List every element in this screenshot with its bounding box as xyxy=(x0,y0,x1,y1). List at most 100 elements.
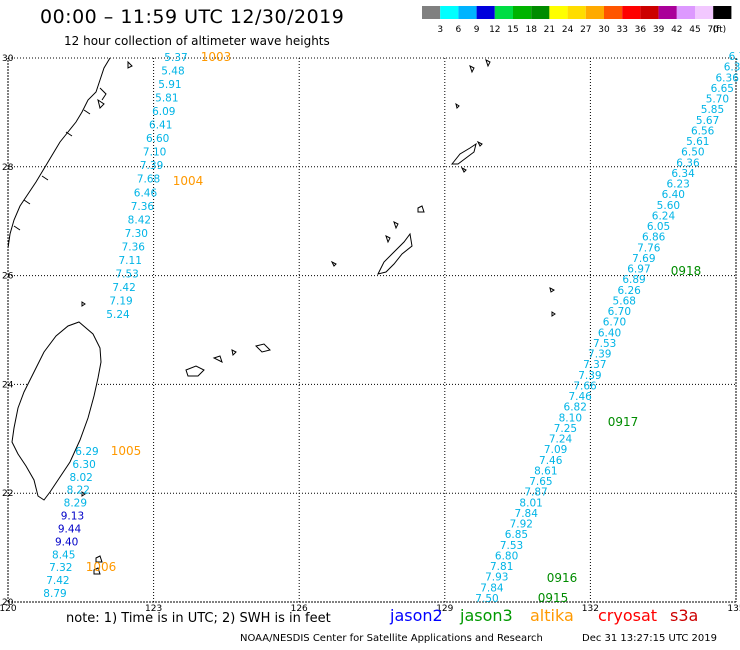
island xyxy=(485,59,491,68)
legend-swatch xyxy=(422,6,441,19)
wave-height-value: 7.42 xyxy=(46,575,69,587)
wave-height-value: 8.29 xyxy=(64,498,87,510)
wave-height-value: 7.66 xyxy=(573,380,597,392)
legend-swatch xyxy=(640,6,659,19)
wave-height-value: 8.02 xyxy=(69,472,92,484)
lat-lon-grid: 120 123 126 129 132 135 30 28 26 24 22 20 xyxy=(0,54,740,614)
island xyxy=(93,567,101,575)
legend-swatch xyxy=(494,6,513,19)
lon-tick-label: 126 xyxy=(291,604,308,614)
island xyxy=(255,343,271,353)
wave-height-value: 5.91 xyxy=(158,79,181,91)
wave-height-value: 6.24 xyxy=(652,210,676,222)
wave-height-value: 6.41 xyxy=(149,120,172,132)
lon-tick-label: 135 xyxy=(727,604,740,614)
color-legend: 3 6 9 12 15 18 21 24 27 30 33 36 39 42 45 70(ft) xyxy=(422,6,732,35)
island xyxy=(551,311,556,317)
island xyxy=(455,102,460,109)
wave-height-value: 7.19 xyxy=(109,295,132,307)
legend-label: 6 xyxy=(456,25,462,35)
wave-height-value: 7.39 xyxy=(588,349,611,361)
wave-height-value: 6.97 xyxy=(627,264,650,276)
wave-height-value: 8.01 xyxy=(519,497,542,509)
wave-height-value: 8.42 xyxy=(128,214,151,226)
wave-height-value: 7.53 xyxy=(593,338,616,350)
wave-height-value: 7.32 xyxy=(49,562,72,574)
wave-height-value: 6.85 xyxy=(505,529,528,541)
wave-height-value: 8.45 xyxy=(52,549,75,561)
wave-height-value: 8.22 xyxy=(67,485,90,497)
lon-tick-label: 132 xyxy=(582,604,599,614)
china-coastline xyxy=(7,57,111,249)
wave-height-value: 7.11 xyxy=(119,255,142,267)
map-frame xyxy=(7,57,737,603)
wave-height-value: 6.80 xyxy=(495,550,518,562)
amami-oshima xyxy=(450,142,477,165)
pass-time-label: 1004 xyxy=(173,174,204,188)
wave-height-value: 7.65 xyxy=(529,476,552,488)
wave-height-value: 7.36 xyxy=(122,241,146,253)
wave-height-value: 7.92 xyxy=(510,519,533,531)
wave-height-value: 5.70 xyxy=(706,94,729,106)
credit-line: NOAA/NESDIS Center for Satellite Applica… xyxy=(240,633,543,644)
legend-label: 27 xyxy=(580,25,591,35)
island xyxy=(469,65,475,74)
legend-swatch xyxy=(676,6,695,19)
legend-label: 9 xyxy=(474,25,480,35)
legend-label: 33 xyxy=(616,25,627,35)
wave-height-value: 7.46 xyxy=(568,391,592,403)
lat-tick-label: 30 xyxy=(2,54,14,64)
pass-time-label: 0915 xyxy=(538,591,569,605)
satellite-jason2: jason2 xyxy=(390,606,443,625)
wave-height-value: 7.39 xyxy=(140,160,163,172)
wave-height-value: 6.40 xyxy=(662,189,685,201)
wave-height-value: 7.09 xyxy=(544,444,567,456)
legend-label: 3 xyxy=(437,25,443,35)
legend-label: 21 xyxy=(544,25,555,35)
china-inlets xyxy=(13,87,107,231)
satellite-jason3: jason3 xyxy=(460,606,513,625)
wave-height-value: 9.44 xyxy=(58,523,82,535)
legend-swatch xyxy=(567,6,586,19)
wave-height-value: 8.61 xyxy=(534,465,557,477)
lat-tick-label: 28 xyxy=(2,163,14,173)
pass-time-label: 1006 xyxy=(86,560,117,574)
lon-tick-label: 120 xyxy=(0,604,17,614)
wave-height-value: 7.76 xyxy=(637,242,661,254)
legend-label: 12 xyxy=(489,25,500,35)
lon-tick-label: 129 xyxy=(436,604,453,614)
wave-height-value: 7.87 xyxy=(524,487,547,499)
island xyxy=(95,555,103,563)
wave-height-value: 6.50 xyxy=(681,147,704,159)
wave-height-value: 7.53 xyxy=(115,268,138,280)
pass-time-label: 1003 xyxy=(201,50,232,64)
wave-height-value: 7.84 xyxy=(515,508,539,520)
wave-height-value: 7.10 xyxy=(143,147,166,159)
lat-tick-label: 24 xyxy=(2,380,14,390)
island xyxy=(97,98,105,109)
legend-swatch xyxy=(476,6,495,19)
lat-tick-label: 26 xyxy=(2,272,14,282)
legend-swatch xyxy=(695,6,714,19)
legend-swatch xyxy=(440,6,459,19)
wave-height-value: 6.7 xyxy=(729,51,740,63)
wave-height-value: 7.39 xyxy=(578,370,601,382)
wave-height-value: 6.56 xyxy=(691,125,715,137)
wave-height-value: 6.40 xyxy=(598,327,621,339)
wave-height-value: 7.24 xyxy=(549,434,573,446)
wave-height-value: 7.25 xyxy=(554,423,577,435)
legend-label: 15 xyxy=(507,25,518,35)
island xyxy=(476,140,483,147)
legend-swatch xyxy=(658,6,677,19)
lon-tick-label: 123 xyxy=(145,604,162,614)
wave-height-value: 7.68 xyxy=(137,174,160,186)
wave-height-value: 6.34 xyxy=(671,168,695,180)
island xyxy=(81,301,86,307)
wave-height-value: 5.85 xyxy=(701,104,724,116)
legend-swatch xyxy=(513,6,532,19)
wave-height-value: 7.46 xyxy=(539,455,563,467)
legend-label: 42 xyxy=(671,25,682,35)
wave-height-value: 6.86 xyxy=(642,232,666,244)
wave-height-value: 7.36 xyxy=(131,201,155,213)
page-title: 00:00 – 11:59 UTC 12/30/2019 xyxy=(40,6,345,28)
